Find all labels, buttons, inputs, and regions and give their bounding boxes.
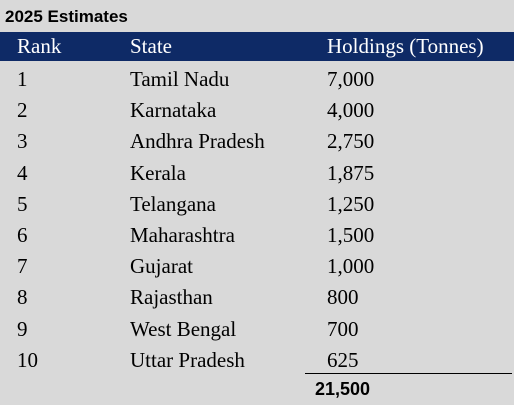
table-title: 2025 Estimates bbox=[5, 7, 128, 26]
holdings-cell: 700 bbox=[327, 316, 359, 341]
rank-cell: 10 bbox=[17, 347, 38, 372]
table-row: 5 Telangana 1,250 bbox=[0, 189, 514, 220]
table-row: 8 Rajasthan 800 bbox=[0, 282, 514, 313]
state-cell: Maharashtra bbox=[130, 222, 235, 247]
rank-cell: 1 bbox=[17, 67, 28, 91]
table-header: Rank State Holdings (Tonnes) bbox=[0, 32, 514, 61]
column-header-rank: Rank bbox=[17, 34, 62, 58]
table-row: 10 Uttar Pradesh 625 bbox=[0, 345, 514, 376]
state-cell: Kerala bbox=[130, 160, 186, 185]
table-row: 1 Tamil Nadu 7,000 bbox=[0, 64, 514, 95]
holdings-cell: 625 bbox=[327, 347, 359, 372]
total-divider bbox=[305, 373, 512, 374]
state-cell: Telangana bbox=[130, 191, 216, 216]
state-cell: Karnataka bbox=[130, 98, 217, 123]
table-body: 1 Tamil Nadu 7,000 2 Karnataka 4,000 3 A… bbox=[0, 64, 514, 376]
holdings-cell: 1,000 bbox=[327, 254, 375, 279]
table-row: 6 Maharashtra 1,500 bbox=[0, 220, 514, 251]
rank-cell: 3 bbox=[17, 129, 28, 154]
state-cell: Uttar Pradesh bbox=[130, 347, 245, 372]
state-cell: Andhra Pradesh bbox=[130, 129, 265, 154]
holdings-cell: 1,250 bbox=[327, 191, 375, 216]
holdings-cell: 1,500 bbox=[327, 222, 375, 247]
column-header-holdings: Holdings (Tonnes) bbox=[327, 34, 484, 58]
rank-cell: 4 bbox=[17, 160, 28, 185]
table-row: 7 Gujarat 1,000 bbox=[0, 251, 514, 282]
holdings-cell: 4,000 bbox=[327, 98, 375, 123]
column-header-state: State bbox=[130, 34, 172, 58]
table-row: 9 West Bengal 700 bbox=[0, 314, 514, 345]
table-row: 2 Karnataka 4,000 bbox=[0, 95, 514, 126]
table-row: 4 Kerala 1,875 bbox=[0, 158, 514, 189]
table-row: 3 Andhra Pradesh 2,750 bbox=[0, 126, 514, 157]
rank-cell: 7 bbox=[17, 254, 28, 279]
state-cell: Tamil Nadu bbox=[130, 67, 230, 91]
rank-cell: 6 bbox=[17, 222, 28, 247]
holdings-cell: 7,000 bbox=[327, 67, 375, 91]
holdings-cell: 800 bbox=[327, 285, 359, 310]
state-cell: Rajasthan bbox=[130, 285, 213, 310]
state-cell: West Bengal bbox=[130, 316, 237, 341]
holdings-cell: 2,750 bbox=[327, 129, 375, 154]
total-holdings: 21,500 bbox=[315, 379, 371, 399]
holdings-cell: 1,875 bbox=[327, 160, 375, 185]
rank-cell: 8 bbox=[17, 285, 28, 310]
state-cell: Gujarat bbox=[130, 254, 193, 279]
rank-cell: 2 bbox=[17, 98, 28, 123]
rank-cell: 9 bbox=[17, 316, 28, 341]
rank-cell: 5 bbox=[17, 191, 28, 216]
